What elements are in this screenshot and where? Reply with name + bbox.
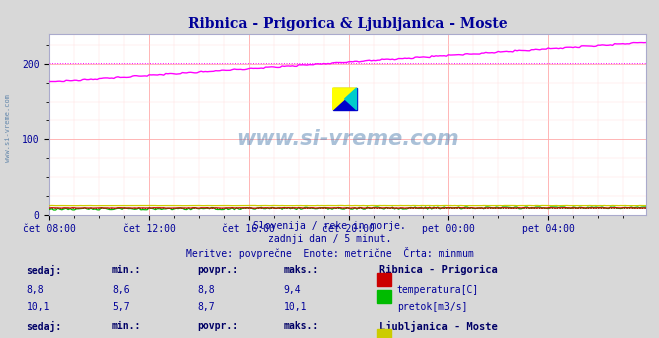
Text: Ljubljanica - Moste: Ljubljanica - Moste (379, 321, 498, 332)
Text: temperatura[C]: temperatura[C] (397, 285, 479, 295)
Text: povpr.:: povpr.: (198, 265, 239, 275)
Text: sedaj:: sedaj: (26, 265, 61, 276)
Text: Slovenija / reke in morje.: Slovenija / reke in morje. (253, 221, 406, 232)
Title: Ribnica - Prigorica & Ljubljanica - Moste: Ribnica - Prigorica & Ljubljanica - Most… (188, 17, 507, 31)
FancyBboxPatch shape (333, 88, 357, 110)
Text: min.:: min.: (112, 321, 142, 331)
Text: pretok[m3/s]: pretok[m3/s] (397, 302, 467, 312)
Text: min.:: min.: (112, 265, 142, 275)
Text: 9,4: 9,4 (283, 285, 301, 295)
Text: www.si-vreme.com: www.si-vreme.com (5, 94, 11, 163)
Text: 8,6: 8,6 (112, 285, 130, 295)
Text: 10,1: 10,1 (283, 302, 307, 312)
Polygon shape (345, 88, 357, 110)
Text: Ribnica - Prigorica: Ribnica - Prigorica (379, 265, 498, 275)
Text: maks.:: maks.: (283, 321, 318, 331)
Polygon shape (333, 88, 357, 110)
Text: maks.:: maks.: (283, 265, 318, 275)
Text: www.si-vreme.com: www.si-vreme.com (237, 129, 459, 149)
Text: Meritve: povprečne  Enote: metrične  Črta: minmum: Meritve: povprečne Enote: metrične Črta:… (186, 247, 473, 259)
Text: 8,8: 8,8 (26, 285, 44, 295)
Text: 8,7: 8,7 (198, 302, 215, 312)
Text: 5,7: 5,7 (112, 302, 130, 312)
Text: 8,8: 8,8 (198, 285, 215, 295)
Text: zadnji dan / 5 minut.: zadnji dan / 5 minut. (268, 234, 391, 244)
Text: sedaj:: sedaj: (26, 321, 61, 332)
Text: 10,1: 10,1 (26, 302, 50, 312)
Text: povpr.:: povpr.: (198, 321, 239, 331)
